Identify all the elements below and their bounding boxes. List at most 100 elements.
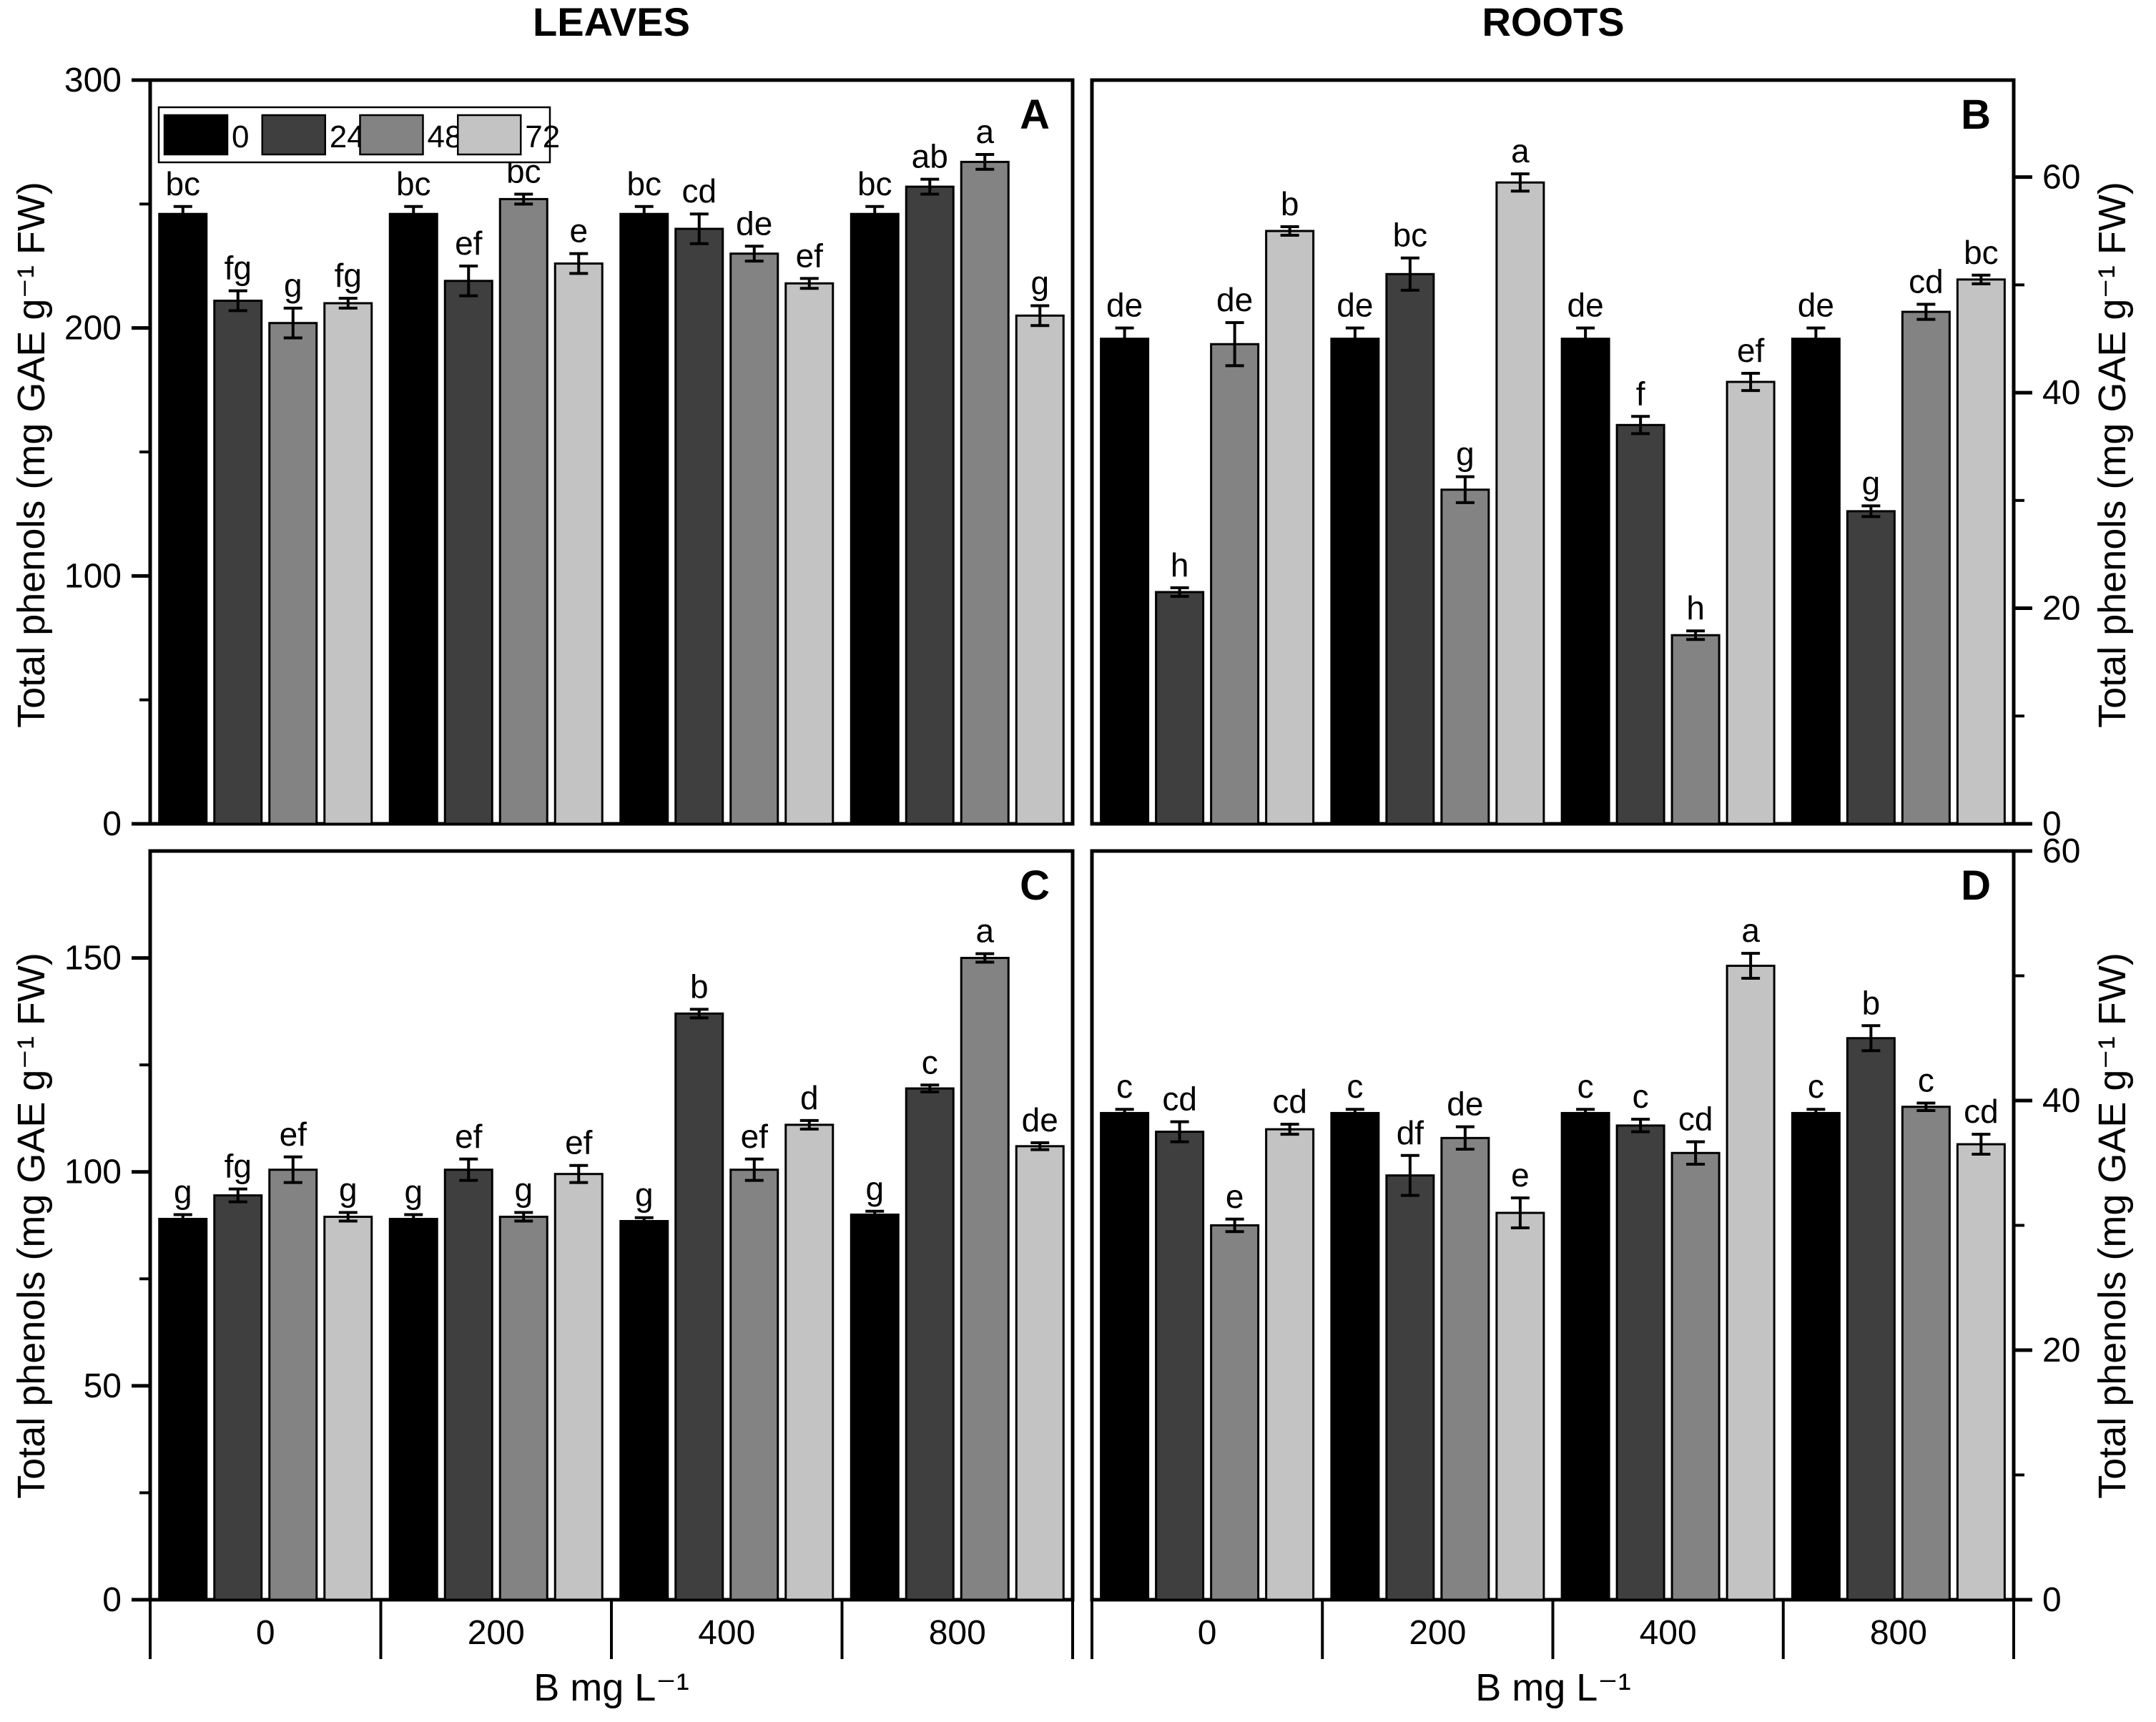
sig-letter: cd [1909,263,1944,300]
sig-letter: fg [225,250,252,287]
sig-letter: de [736,205,772,242]
bar-B-200-72h [1495,181,1545,825]
sig-letter: cd [681,172,717,210]
bar-A-0-72h [323,302,373,825]
legend-swatch-24 [261,114,326,156]
bar-B-800-48h [1901,310,1951,825]
bar-B-800-72h [1956,278,2006,825]
bar-C-0-72h [323,1216,373,1601]
sig-letter: ef [280,1116,307,1153]
bar-A-0-0h [158,212,208,825]
sig-letter: de [1022,1101,1058,1138]
sig-letter: a [975,113,994,150]
bar-A-0-24h [213,300,263,825]
sig-letter: bc [1964,234,1999,271]
sig-letter: d [800,1079,819,1116]
bar-B-800-24h [1846,510,1896,825]
bar-B-800-0h [1791,338,1841,825]
bar-B-0-24h [1155,591,1205,825]
sig-letter: g [514,1171,533,1209]
sig-letter: ab [912,138,948,175]
sig-letter: b [1281,185,1299,222]
legend-label-72: 72 [525,119,560,154]
sig-letter: f [1636,375,1645,412]
x-category-label: 800 [1870,1614,1927,1652]
bar-A-200-0h [388,212,438,825]
y-tick-label: 200 [64,310,122,348]
legend-label-0: 0 [232,119,249,154]
y-tick-label: 20 [2042,590,2080,628]
sig-letter: a [975,912,994,950]
legend-label-48: 48 [428,119,463,154]
sig-letter: de [1447,1086,1483,1123]
bar-A-400-24h [674,227,724,825]
bar-D-800-0h [1791,1111,1841,1601]
column-title-leaves: LEAVES [533,0,690,44]
bar-D-0-24h [1155,1131,1205,1601]
bar-D-400-72h [1726,965,1776,1601]
sig-letter: c [922,1043,938,1081]
bar-A-200-24h [443,280,493,825]
bar-D-200-48h [1440,1136,1490,1601]
bar-C-200-24h [443,1168,493,1601]
sig-letter: g [1456,436,1475,473]
sig-letter: ef [741,1118,769,1155]
y-tick-label: 60 [2042,832,2080,870]
y-tick-label: 40 [2042,1082,2080,1120]
bar-C-800-48h [960,957,1010,1601]
sig-letter: h [1171,546,1189,584]
bar-C-0-24h [213,1194,263,1601]
sig-letter: e [569,212,588,250]
bar-D-800-48h [1901,1106,1951,1601]
sig-letter: bc [1393,217,1428,254]
bar-C-400-48h [729,1168,779,1601]
bar-B-400-0h [1560,338,1610,825]
sig-letter: de [1567,287,1604,324]
sig-letter: df [1397,1114,1424,1151]
x-category-label: 800 [929,1614,986,1652]
y-tick-label: 50 [84,1367,122,1405]
bar-D-0-48h [1210,1224,1260,1601]
bar-C-400-24h [674,1012,724,1601]
bar-A-400-48h [729,252,779,825]
sig-letter: c [1808,1068,1824,1105]
sig-letter: ef [455,1118,483,1155]
bar-D-200-0h [1330,1111,1380,1601]
sig-letter: bc [857,165,892,202]
bar-C-400-72h [784,1123,835,1601]
column-title-roots: ROOTS [1482,0,1624,44]
sig-letter: g [284,267,302,304]
sig-letter: h [1686,589,1705,626]
sig-letter: c [1577,1068,1594,1105]
sig-letter: b [690,968,709,1005]
bar-C-800-24h [905,1087,955,1601]
bar-C-0-0h [158,1218,208,1601]
sig-letter: g [404,1174,423,1211]
panel-letter-d: D [1961,862,1991,909]
bar-C-200-48h [498,1216,548,1601]
sig-letter: c [1116,1068,1133,1105]
legend-label-24: 24 [330,119,365,154]
y-tick-label: 20 [2042,1332,2080,1369]
bar-A-0-48h [268,322,318,825]
bar-D-400-48h [1670,1151,1721,1601]
sig-letter: b [1862,984,1881,1021]
x-axis-label-left: B mg L⁻¹ [533,1666,689,1709]
bar-C-200-72h [553,1173,604,1601]
legend-swatch-72 [457,114,522,156]
bar-A-200-48h [498,197,548,825]
bar-C-0-48h [268,1168,318,1601]
bar-B-200-24h [1385,272,1435,825]
sig-letter: ef [796,237,824,274]
sig-letter: de [1106,287,1143,324]
y-tick-label: 0 [102,1581,122,1619]
bar-D-400-24h [1615,1124,1665,1601]
bar-B-400-24h [1615,423,1665,825]
sig-letter: cd [1272,1083,1307,1120]
bar-B-400-48h [1670,634,1721,825]
bar-D-800-24h [1846,1037,1896,1601]
bar-B-0-0h [1100,338,1150,825]
sig-letter: g [865,1170,884,1207]
